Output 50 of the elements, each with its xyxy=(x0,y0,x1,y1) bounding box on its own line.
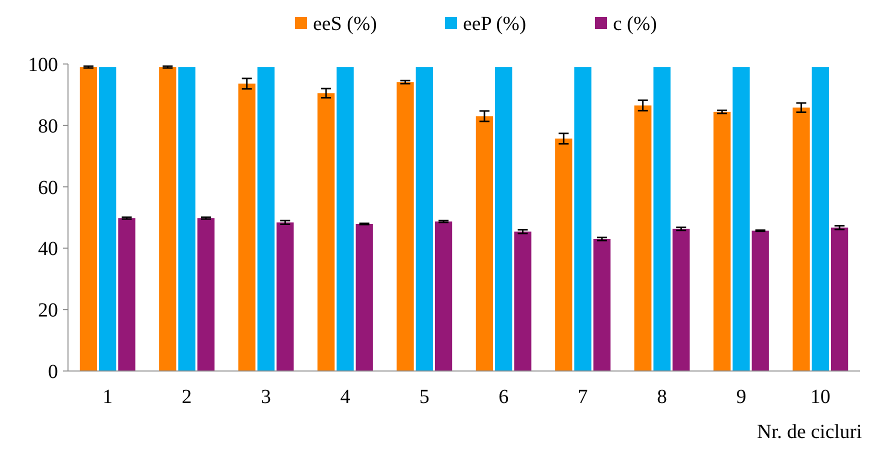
bar xyxy=(99,67,116,371)
y-tick-label: 60 xyxy=(38,176,58,199)
y-tick-label: 20 xyxy=(38,300,58,322)
bar xyxy=(178,67,196,371)
x-tick-label: 8 xyxy=(657,386,667,408)
bar xyxy=(238,84,256,371)
x-tick-label: 10 xyxy=(810,386,830,408)
bar xyxy=(653,67,671,371)
bar xyxy=(159,67,176,371)
bar xyxy=(752,230,769,371)
legend-label: eeS (%) xyxy=(313,13,377,35)
bar xyxy=(830,228,848,371)
bar xyxy=(514,232,532,371)
bar xyxy=(396,82,414,371)
y-tick-label: 100 xyxy=(28,54,58,76)
y-tick-label: 80 xyxy=(38,115,58,138)
bar xyxy=(476,116,494,371)
x-tick-label: 5 xyxy=(419,386,430,408)
bar xyxy=(672,228,690,371)
bar xyxy=(434,221,452,371)
x-tick-label: 6 xyxy=(498,386,509,408)
x-axis-title: Nr. de cicluri xyxy=(757,421,862,443)
bar xyxy=(792,108,810,371)
bar xyxy=(197,218,215,371)
x-tick-label: 2 xyxy=(182,386,192,408)
bar xyxy=(713,112,731,371)
bar xyxy=(812,67,829,371)
y-tick-label: 0 xyxy=(48,361,58,383)
bar xyxy=(416,67,433,371)
bar xyxy=(732,67,750,371)
x-tick-label: 7 xyxy=(578,386,588,408)
legend-label: c (%) xyxy=(613,13,657,35)
x-tick-label: 3 xyxy=(261,386,271,408)
bar xyxy=(336,67,354,371)
bar xyxy=(80,67,98,371)
x-tick-label: 1 xyxy=(102,386,113,408)
bar xyxy=(257,67,275,371)
bar xyxy=(356,224,373,371)
y-tick-label: 40 xyxy=(38,238,58,260)
bar xyxy=(593,238,611,371)
legend-label: eeP (%) xyxy=(463,13,526,35)
bar xyxy=(276,222,294,371)
bar xyxy=(495,67,512,371)
bar xyxy=(317,93,335,371)
bar xyxy=(574,67,592,371)
bar xyxy=(634,105,652,371)
bar xyxy=(118,218,136,371)
bar xyxy=(555,138,572,371)
x-tick-label: 9 xyxy=(736,386,746,408)
x-tick-label: 4 xyxy=(340,386,350,408)
